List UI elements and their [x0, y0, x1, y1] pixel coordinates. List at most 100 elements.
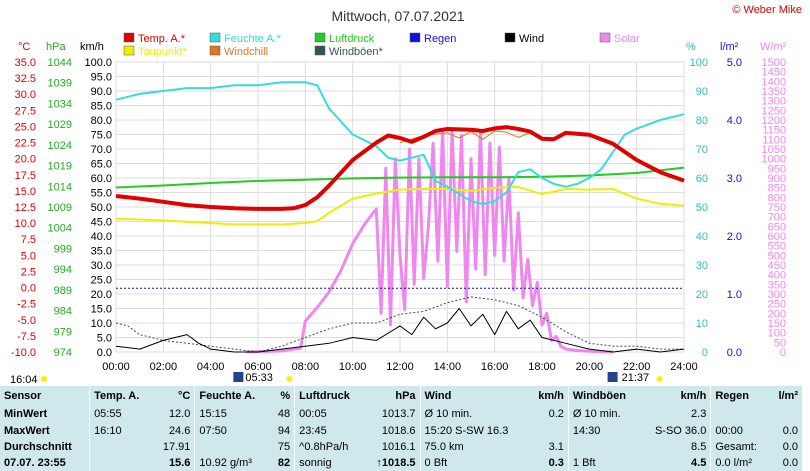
- tick-label-time: 16:00: [481, 361, 509, 373]
- tick-label-solar: 650: [768, 221, 786, 233]
- unit-humidity: %: [686, 41, 696, 53]
- stats-header-temp-unit: °C: [178, 390, 191, 403]
- stats-time: sonnig: [294, 454, 365, 471]
- stats-label: 07.07. 23:55: [4, 456, 66, 469]
- tick-label-time: 20:00: [576, 361, 604, 373]
- tick-label-humidity: 0: [702, 347, 708, 359]
- tick-label-pressure: 1029: [48, 119, 72, 131]
- stats-time: 15:15: [194, 406, 271, 423]
- tick-label-time: 10:00: [339, 361, 367, 373]
- stats-label: MaxWert: [4, 424, 50, 437]
- tick-label-temp: 20.0: [15, 154, 36, 166]
- tick-label-solar: 700: [768, 212, 786, 224]
- tick-label-pressure: 1034: [48, 98, 72, 110]
- tick-label-temp: 35.0: [15, 57, 36, 69]
- weather-chart: Mittwoch, 07.07.2021 Temp. A.* Feuchte A.…: [10, 8, 787, 386]
- tick-label-humidity: 70: [696, 144, 708, 156]
- tick-label-kmh: 30.0: [91, 260, 112, 272]
- sunrise-icon: [233, 372, 244, 382]
- stats-time: Gesamt:: [710, 438, 770, 455]
- stats-table: Sensor Temp. A. °C Feuchte A. % Luftdruc…: [0, 386, 802, 471]
- stats-time: 00:00: [710, 422, 770, 439]
- tick-label-solar: 1350: [762, 86, 786, 98]
- stats-header-wind-unit: km/h: [538, 390, 564, 403]
- tick-label-rain: 5.0: [727, 57, 742, 69]
- tick-label-pressure: 1004: [48, 223, 72, 235]
- stats-value: 12.0: [168, 408, 191, 421]
- tick-label-kmh: 65.0: [91, 159, 112, 171]
- tick-label-solar: 150: [768, 318, 786, 330]
- tick-label-solar: 1400: [762, 76, 786, 88]
- stats-value: 2.3: [691, 408, 707, 421]
- sunset-icon: [607, 372, 618, 382]
- tick-label-pressure: 984: [54, 306, 72, 318]
- tick-label-time: 24:00: [670, 361, 698, 373]
- chart-title: Mittwoch, 07.07.2021: [331, 8, 464, 24]
- stats-time: 0.0 l/m²: [710, 454, 770, 471]
- stats-time: 75.0 km: [419, 438, 529, 455]
- stats-header-rain-unit: l/m²: [778, 390, 798, 403]
- stats-row-min: MinWert 05:55 12.0 15:15 48 00:05 1013.7…: [0, 406, 802, 423]
- tick-label-kmh: 50.0: [91, 202, 112, 214]
- tick-label-kmh: 35.0: [91, 246, 112, 258]
- stats-time: 10.92 g/m³: [194, 454, 271, 471]
- series-windböen: [115, 296, 684, 353]
- tick-label-solar: 1000: [762, 154, 786, 166]
- tick-label-kmh: 70.0: [91, 144, 112, 156]
- stats-time: [89, 438, 153, 455]
- stats-time: 07:50: [194, 422, 271, 439]
- stats-header-temp: Temp. A.: [89, 386, 153, 407]
- tick-label-temp: -10.0: [11, 347, 36, 359]
- stats-header-pressure-unit: hPa: [395, 390, 416, 403]
- tick-label-solar: 1100: [762, 134, 786, 146]
- tick-label-kmh: 25.0: [91, 275, 112, 287]
- tick-label-temp: 7.5: [21, 234, 36, 246]
- tick-label-solar: 750: [768, 202, 786, 214]
- stats-row-max: MaxWert 16:10 24.6 07:50 94 23:45 1018.6…: [0, 422, 802, 439]
- stats-value: 8.5: [691, 440, 707, 453]
- legend-swatch: [123, 45, 135, 56]
- tick-label-pressure: 1039: [48, 78, 72, 90]
- tick-label-kmh: 15.0: [91, 304, 112, 316]
- stats-label: Durchschnitt: [4, 440, 72, 453]
- tick-label-humidity: 60: [696, 173, 708, 185]
- unit-rain: l/m²: [720, 41, 739, 53]
- tick-label-pressure: 1009: [48, 202, 72, 214]
- stats-value: 24.6: [168, 424, 191, 437]
- tick-label-solar: 800: [768, 192, 786, 204]
- tick-label-humidity: 90: [696, 86, 708, 98]
- stats-time: Ø 10 min.: [419, 406, 529, 423]
- tick-label-solar: 200: [768, 308, 786, 320]
- axis-units: °C hPa km/h% l/m² W/m²: [18, 41, 787, 53]
- stats-value: ↑1018.5: [376, 456, 416, 469]
- tick-label-temp: 25.0: [15, 121, 36, 133]
- stats-value: 1016.1: [381, 440, 416, 453]
- series-feuchte-a: [115, 81, 685, 206]
- tick-label-humidity: 50: [696, 202, 708, 214]
- series-solar: [246, 128, 614, 354]
- axis-labels: 100.095.090.085.080.075.070.065.060.055.…: [11, 57, 786, 373]
- tick-label-solar: 550: [768, 241, 786, 253]
- stats-value: [528, 422, 568, 438]
- legend-label: Windchill: [224, 46, 268, 58]
- tick-label-temp: 27.5: [15, 105, 36, 117]
- stats-value: 0.2: [548, 408, 564, 421]
- tick-label-kmh: 45.0: [91, 217, 112, 229]
- tick-label-solar: 1150: [762, 125, 786, 137]
- stats-value: 4.5: [691, 456, 707, 469]
- tick-label-rain: 3.0: [727, 173, 742, 185]
- stats-value: 3.1: [548, 440, 564, 453]
- tick-label-kmh: 100.0: [84, 57, 112, 69]
- stats-value: 15.6: [168, 456, 191, 469]
- stats-header-gusts-unit: km/h: [680, 390, 707, 403]
- tick-label-humidity: 80: [696, 115, 708, 127]
- tick-label-time: 00:00: [102, 361, 130, 373]
- legend-label: Taupunkt*: [138, 46, 188, 58]
- tick-label-temp: 22.5: [15, 138, 36, 150]
- stats-time: 16:10: [89, 422, 153, 439]
- tick-label-pressure: 1019: [48, 161, 72, 173]
- tick-label-solar: 1250: [762, 105, 786, 117]
- legend-label: Temp. A.*: [138, 33, 186, 45]
- copyright: © Weber Mike: [732, 4, 802, 16]
- stats-time: 15:20 S-SW 16.3: [419, 422, 529, 439]
